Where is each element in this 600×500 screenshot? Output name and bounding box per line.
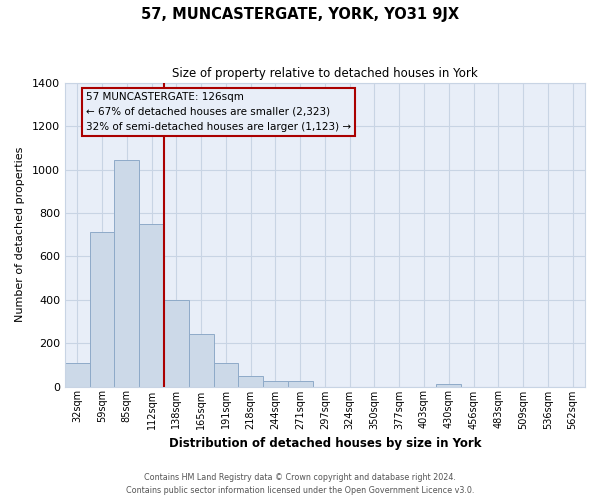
Bar bbox=[89, 232, 115, 386]
Text: 57 MUNCASTERGATE: 126sqm
← 67% of detached houses are smaller (2,323)
32% of sem: 57 MUNCASTERGATE: 126sqm ← 67% of detach… bbox=[86, 92, 351, 132]
Y-axis label: Number of detached properties: Number of detached properties bbox=[15, 147, 25, 322]
Text: 57, MUNCASTERGATE, YORK, YO31 9JX: 57, MUNCASTERGATE, YORK, YO31 9JX bbox=[141, 8, 459, 22]
X-axis label: Distribution of detached houses by size in York: Distribution of detached houses by size … bbox=[169, 437, 481, 450]
Bar bbox=[214, 362, 238, 386]
Bar bbox=[436, 384, 461, 386]
Bar bbox=[139, 224, 164, 386]
Bar bbox=[189, 334, 214, 386]
Bar bbox=[164, 300, 189, 386]
Bar bbox=[65, 364, 89, 386]
Bar bbox=[238, 376, 263, 386]
Text: Contains HM Land Registry data © Crown copyright and database right 2024.
Contai: Contains HM Land Registry data © Crown c… bbox=[126, 474, 474, 495]
Bar bbox=[263, 380, 288, 386]
Bar bbox=[288, 381, 313, 386]
Title: Size of property relative to detached houses in York: Size of property relative to detached ho… bbox=[172, 68, 478, 80]
Bar bbox=[115, 160, 139, 386]
